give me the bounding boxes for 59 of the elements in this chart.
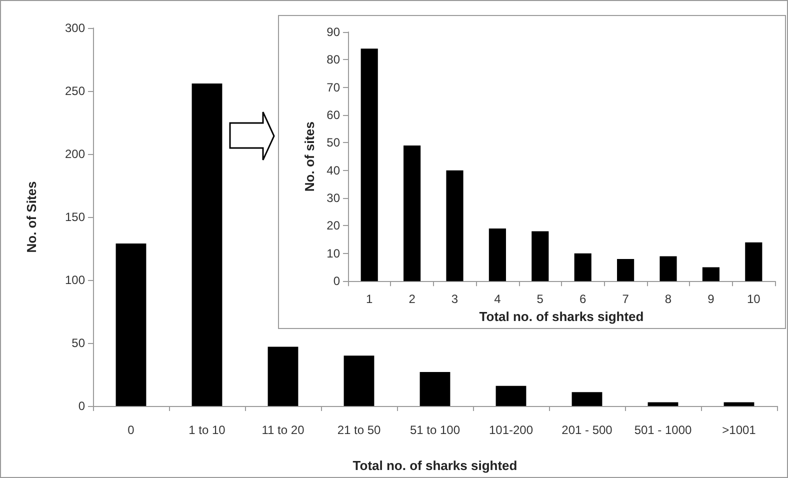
bar: [724, 402, 754, 406]
bar: [420, 372, 450, 406]
bar: [532, 231, 549, 282]
y-tick-label: 40: [326, 163, 340, 178]
x-tick-label: 7: [622, 292, 630, 306]
x-tick-label: 11 to 20: [262, 423, 305, 437]
x-tick-label: 4: [494, 292, 502, 306]
y-tick-label: 200: [64, 147, 86, 161]
x-tick-label: 8: [664, 292, 672, 306]
y-tick-label: 90: [326, 25, 340, 39]
bar: [496, 386, 526, 406]
y-axis-title: No. of sites: [302, 122, 317, 192]
y-tick-label: 70: [326, 80, 340, 94]
y-tick-label: 10: [326, 246, 340, 260]
y-tick-label: 50: [72, 336, 86, 350]
x-tick-label: 501 - 1000: [634, 423, 692, 437]
y-axis-title: No. of Sites: [24, 181, 39, 253]
bar: [404, 145, 421, 282]
y-tick-label: 20: [326, 218, 340, 233]
x-tick-label: 21 to 50: [337, 423, 382, 437]
bar: [192, 83, 222, 406]
bar: [702, 267, 720, 282]
bar: [648, 402, 678, 406]
x-tick-label: 2: [408, 292, 416, 306]
bar: [572, 392, 602, 406]
y-tick-label: 80: [326, 52, 340, 67]
x-axis-title: Total no. of sharks sighted: [479, 309, 644, 324]
bar: [446, 170, 464, 282]
bar: [268, 346, 298, 406]
x-tick-label: 201 - 500: [562, 423, 613, 437]
bar: [360, 48, 378, 282]
y-tick-label: 250: [64, 84, 86, 98]
y-tick-label: 0: [78, 399, 86, 413]
bar: [745, 242, 762, 282]
bar: [617, 258, 634, 282]
bar: [488, 228, 506, 282]
bar: [574, 253, 592, 282]
bar: [116, 243, 146, 406]
y-tick-label: 30: [326, 191, 340, 206]
x-tick-label: 1 to 10: [188, 423, 226, 437]
y-tick-label: 60: [326, 108, 340, 122]
x-tick-label: 5: [536, 292, 544, 306]
x-tick-label: 1: [366, 292, 374, 306]
y-tick-label: 100: [64, 273, 86, 287]
bar: [660, 256, 677, 282]
y-tick-label: 300: [64, 21, 86, 35]
x-tick-label: 101-200: [488, 423, 534, 437]
y-tick-label: 150: [64, 210, 86, 224]
x-tick-label: 10: [746, 292, 761, 306]
x-tick-label: 3: [451, 292, 458, 306]
x-tick-label: 9: [708, 292, 715, 306]
x-axis-title: Total no. of sharks sighted: [352, 458, 518, 473]
x-tick-label: >1001: [722, 423, 756, 437]
x-tick-label: 6: [580, 292, 587, 306]
x-tick-label: 0: [128, 423, 135, 437]
y-tick-label: 50: [326, 136, 340, 150]
y-tick-label: 0: [333, 274, 340, 288]
bar: [344, 356, 374, 406]
x-tick-label: 51 to 100: [410, 423, 460, 437]
